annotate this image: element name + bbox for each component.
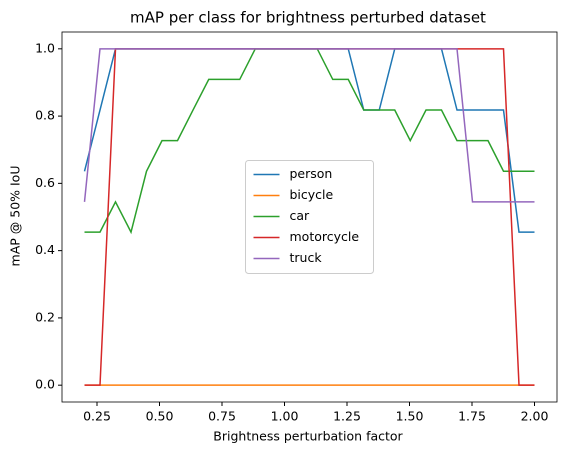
legend-box: [245, 160, 374, 274]
y-tick-label: 0.8: [35, 108, 55, 123]
x-axis-label: Brightness perturbation factor: [213, 429, 403, 444]
y-tick-label: 0.2: [35, 309, 55, 324]
legend-label: car: [290, 208, 311, 223]
x-tick-label: 0.50: [146, 409, 174, 424]
x-tick-label: 1.50: [396, 409, 424, 424]
plot-frame: [61, 31, 558, 403]
x-tick-label: 0.25: [83, 409, 111, 424]
y-tick-label: 1.0: [35, 40, 55, 55]
legend-label: truck: [290, 250, 323, 265]
x-tick-label: 0.75: [208, 409, 236, 424]
legend-label: motorcycle: [290, 229, 360, 244]
x-tick-label: 2.00: [521, 409, 549, 424]
x-tick-label: 1.25: [333, 409, 361, 424]
y-tick-label: 0.0: [35, 377, 55, 392]
y-tick-label: 0.4: [35, 242, 55, 257]
y-axis-label: mAP @ 50% IoU: [8, 166, 23, 267]
chart-title: mAP per class for brightness perturbed d…: [130, 9, 486, 27]
legend-label: bicycle: [290, 187, 334, 202]
y-tick-label: 0.6: [35, 175, 55, 190]
x-tick-label: 1.00: [271, 409, 299, 424]
series-line: [83, 48, 535, 203]
x-tick-label: 1.75: [458, 409, 486, 424]
legend-label: person: [290, 166, 333, 181]
